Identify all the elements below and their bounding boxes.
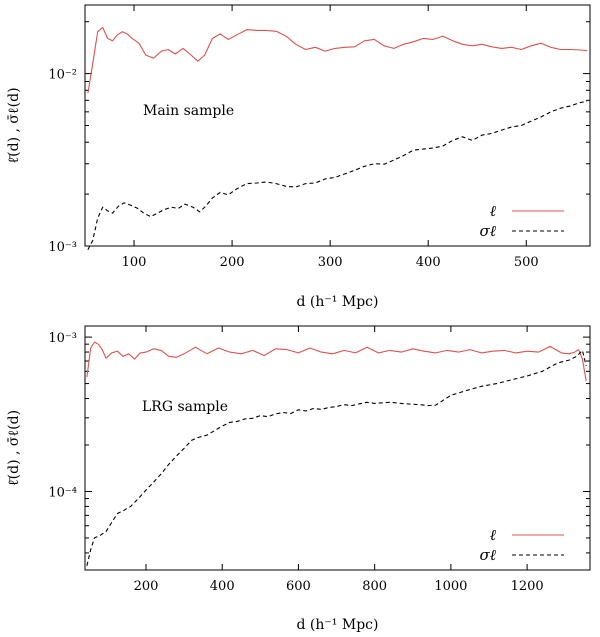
x-tick-label: 400 — [210, 579, 235, 594]
y-tick-label: 10⁻² — [48, 68, 77, 83]
y-axis-label: ℓ̄(d) , σ̄ℓ(d) — [6, 410, 22, 486]
x-axis-label: d (h⁻¹ Mpc) — [297, 294, 379, 310]
panel-annotation: Main sample — [143, 103, 234, 119]
series-sigma-line — [86, 349, 587, 566]
x-tick-label: 600 — [286, 579, 311, 594]
y-tick-label: 10⁻³ — [48, 240, 77, 255]
x-axis-label: d (h⁻¹ Mpc) — [297, 617, 379, 633]
x-tick-label: 100 — [122, 255, 147, 270]
series-ell-line — [87, 26, 588, 94]
x-tick-label: 1200 — [511, 579, 544, 594]
y-axis-label: ℓ̄(d) , σ̄ℓ(d) — [6, 87, 22, 163]
legend-label-sigma: σℓ — [480, 222, 497, 240]
legend-label-ell: ℓ — [490, 202, 496, 220]
panel-annotation: LRG sample — [142, 399, 228, 415]
x-tick-label: 400 — [416, 255, 441, 270]
series-ell-line — [86, 341, 587, 381]
x-tick-label: 200 — [134, 579, 159, 594]
x-tick-label: 800 — [362, 579, 387, 594]
y-tick-label: 10⁻⁴ — [48, 485, 77, 500]
panel-main-sample: 100 200 300 400 500 10⁻³ 10⁻² Main sample ℓ σℓ d (… — [6, 4, 591, 310]
y-tick-label: 10⁻³ — [48, 331, 77, 346]
legend-label-sigma: σℓ — [480, 546, 497, 564]
plot-frame — [84, 4, 591, 247]
legend-label-ell: ℓ — [490, 526, 496, 544]
panel-lrg-sample: 200 400 600 800 1000 1200 10⁻⁴ 10⁻³ LRG sample ℓσ… — [6, 325, 591, 633]
plot-frame — [84, 325, 591, 571]
x-tick-label: 300 — [318, 255, 343, 270]
series-sigma-line — [87, 100, 588, 251]
x-tick-label: 500 — [514, 255, 539, 270]
x-tick-label: 200 — [220, 255, 245, 270]
x-tick-label: 1000 — [434, 579, 467, 594]
